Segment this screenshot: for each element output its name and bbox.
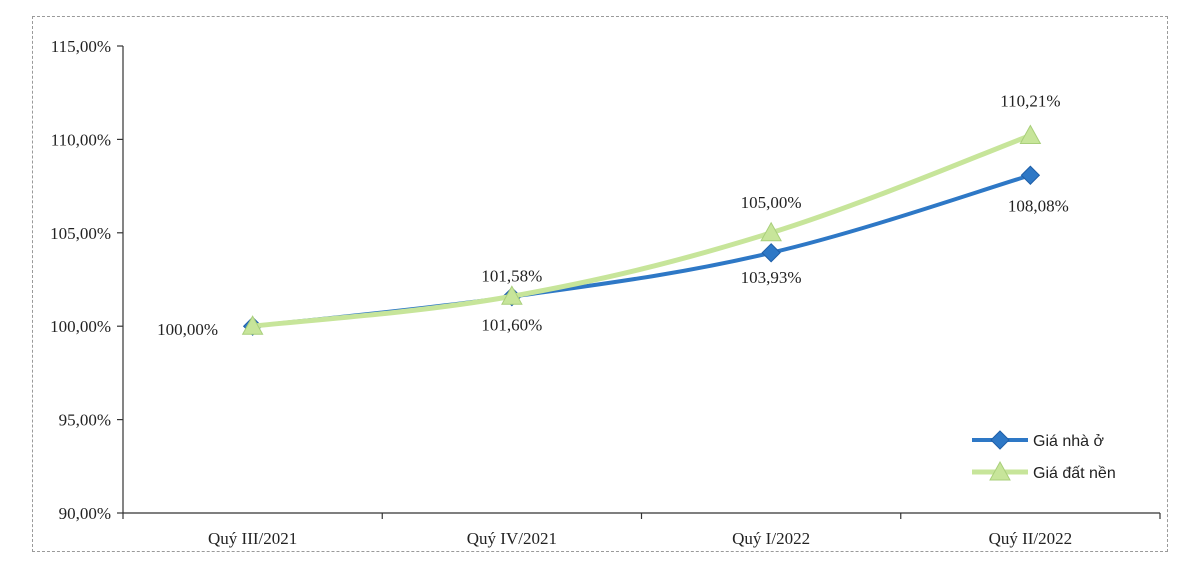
series-line-1 [250,173,1033,329]
legend: Giá nhà ở Giá đất nền [972,430,1116,482]
y-tick-label: 115,00% [51,37,111,56]
series-lines [241,124,1042,336]
series-line-2 [250,132,1033,329]
y-tick-label: 105,00% [50,224,111,243]
legend-triangle-icon [989,460,1011,481]
data-label: 100,00% [157,320,218,339]
data-label: 105,00% [741,193,802,212]
chart-frame [32,16,1168,552]
x-tick-label: Quý IV/2021 [467,529,557,548]
data-label: 110,21% [1000,91,1060,110]
series-2-point [241,315,264,335]
x-tick-label: Quý II/2022 [989,529,1073,548]
legend-diamond-icon [990,430,1010,450]
legend-label: Giá nhà ở [1033,433,1104,450]
y-ticks: 90,00% 95,00% 100,00% 105,00% 110,00% 115,00% [50,37,123,523]
data-label: 101,58% [481,267,542,286]
x-ticks: Quý III/2021 Quý IV/2021 Quý I/2022 Quý II/… [122,513,1161,548]
y-tick-label: 95,00% [59,411,111,430]
series-2-point [760,221,782,242]
data-label: 108,08% [1008,196,1069,215]
y-tick-label: 110,00% [51,130,111,149]
x-tick-label: Quý III/2021 [208,529,297,548]
x-tick-label: Quý I/2022 [732,529,810,548]
y-tick-label: 100,00% [50,317,111,336]
data-label: 103,93% [741,268,802,287]
series-2-point [501,285,523,305]
data-label: 101,60% [481,315,542,334]
data-labels: 100,00% 101,58% 103,93% 108,08% 101,60% 105,0… [157,91,1069,339]
legend-label: Giá đất nền [1033,465,1116,482]
series-1-point [761,243,781,263]
series-1-point [1020,165,1041,185]
series-2-point [1019,124,1042,144]
y-tick-label: 90,00% [59,504,111,523]
